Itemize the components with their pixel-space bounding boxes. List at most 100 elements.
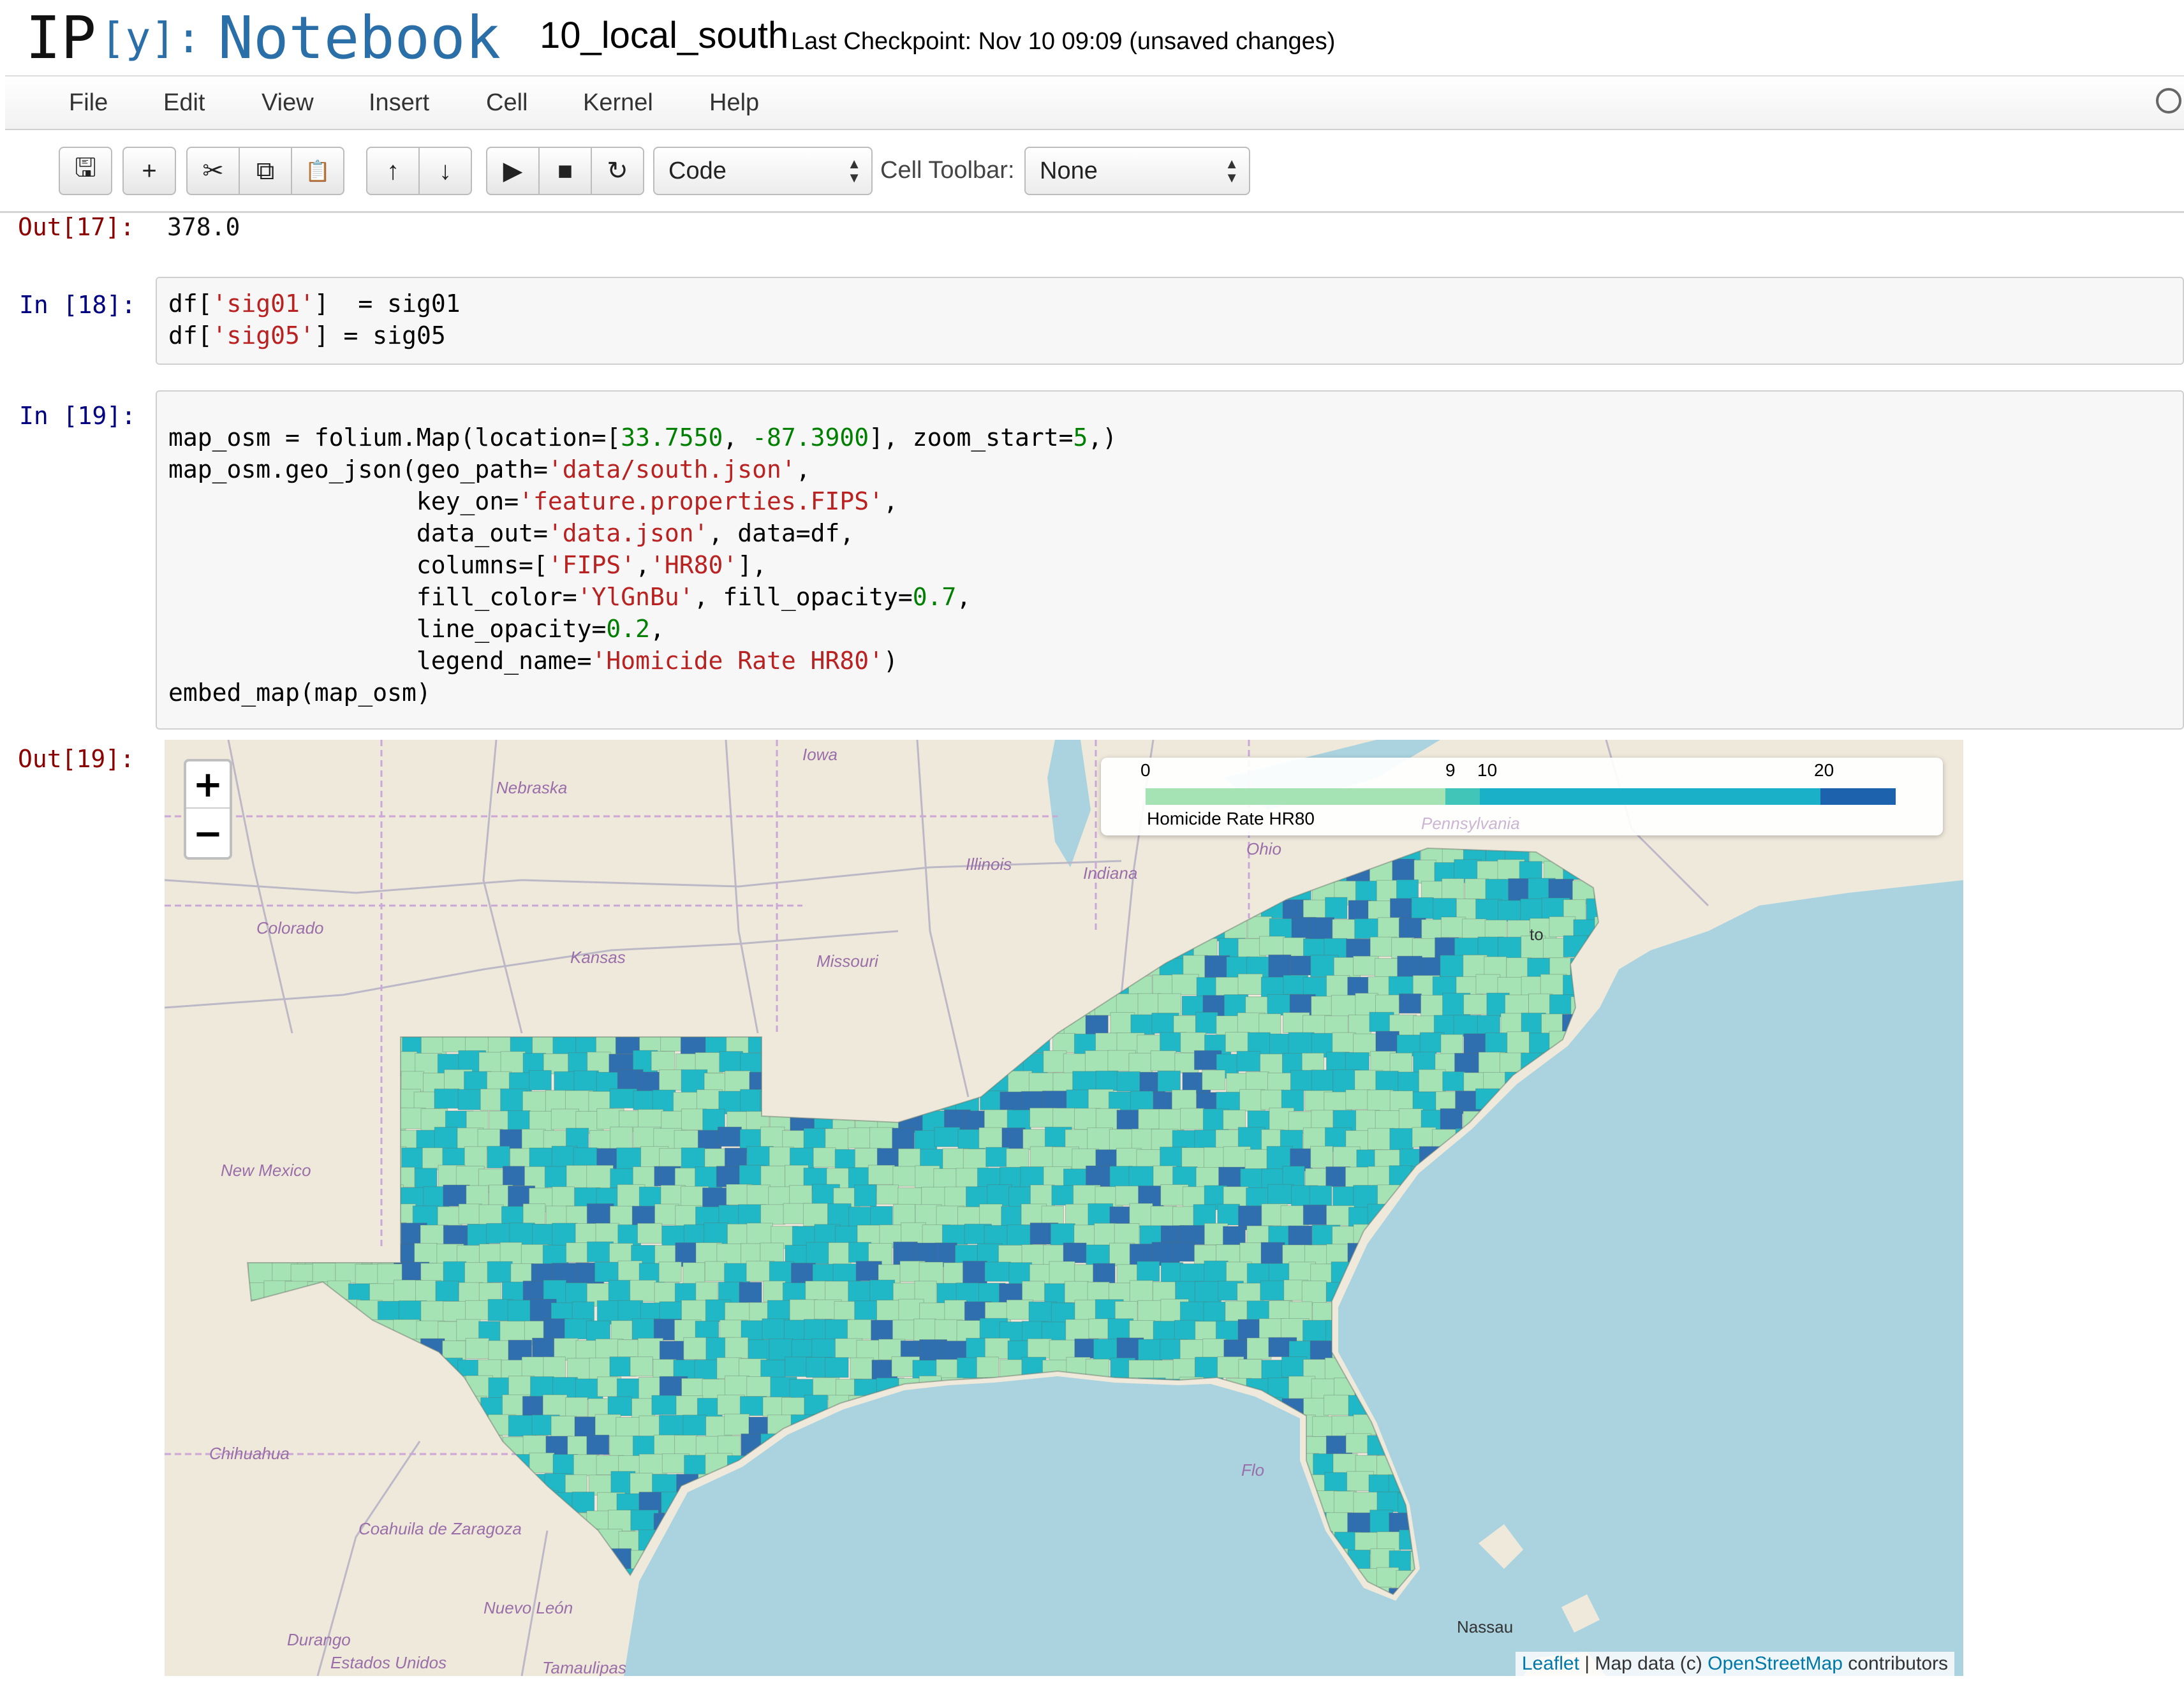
move-up-button[interactable]: ↑ — [366, 147, 420, 195]
county-shape — [1529, 1148, 1555, 1173]
zoom-out-button[interactable]: − — [193, 812, 223, 855]
county-shape — [1021, 1512, 1049, 1534]
county-shape — [1019, 1435, 1044, 1459]
county-shape — [529, 1452, 555, 1473]
county-shape — [877, 1416, 901, 1441]
county-shape — [477, 1128, 503, 1150]
county-shape — [919, 1261, 944, 1284]
county-shape — [1181, 1531, 1208, 1553]
logo-y: [y]: — [100, 13, 202, 62]
county-shape — [1507, 1147, 1536, 1170]
county-shape — [1550, 1339, 1574, 1364]
interrupt-button[interactable]: ■ — [538, 147, 592, 195]
place-label: to — [1530, 925, 1544, 944]
code-cell-19[interactable]: map_osm = folium.Map(location=[33.7550, … — [156, 390, 2184, 730]
county-shape — [1413, 860, 1436, 884]
county-shape — [543, 1356, 566, 1380]
county-shape — [1065, 1548, 1093, 1569]
osm-link[interactable]: OpenStreetMap — [1708, 1653, 1843, 1674]
county-shape — [1586, 1510, 1598, 1532]
county-shape — [1564, 1435, 1592, 1460]
county-shape — [933, 1395, 959, 1416]
county-shape — [1137, 1569, 1161, 1594]
county-shape — [1313, 1567, 1338, 1591]
county-shape — [1463, 1298, 1491, 1323]
county-shape — [509, 1223, 535, 1247]
county-shape — [1116, 1569, 1140, 1591]
code-line: key_on='feature.properties.FIPS', — [168, 487, 898, 515]
menu-insert[interactable]: Insert — [369, 89, 430, 116]
county-shape — [435, 1281, 459, 1302]
county-shape — [1108, 1473, 1135, 1494]
move-down-button[interactable]: ↓ — [418, 147, 472, 195]
county-shape — [1130, 1511, 1154, 1535]
menu-help[interactable]: Help — [709, 89, 760, 116]
copy-button[interactable]: ⧉ — [239, 147, 292, 195]
county-shape — [1088, 1586, 1116, 1594]
county-shape — [1419, 1494, 1445, 1515]
county-shape — [683, 1337, 711, 1360]
county-shape — [1289, 1570, 1316, 1594]
county-shape — [1399, 1263, 1428, 1287]
county-shape — [443, 1184, 470, 1207]
code-cell-18[interactable]: df['sig01'] = sig01 df['sig05'] = sig05 — [156, 277, 2184, 365]
county-shape — [1116, 1110, 1142, 1131]
cut-button[interactable]: ✂ — [186, 147, 240, 195]
county-shape — [1348, 1321, 1373, 1344]
county-shape — [956, 1320, 983, 1342]
menu-file[interactable]: File — [69, 89, 108, 116]
county-shape — [1346, 938, 1372, 960]
cell-type-select[interactable]: Code ▲ ▼ — [653, 147, 873, 195]
county-shape — [783, 1587, 811, 1594]
save-button[interactable]: 🖫 — [59, 147, 112, 195]
menu-view[interactable]: View — [262, 89, 314, 116]
leaflet-link[interactable]: Leaflet — [1521, 1653, 1579, 1674]
county-shape — [912, 1510, 941, 1535]
paste-button[interactable]: 📋 — [291, 147, 344, 195]
county-shape — [1368, 1319, 1394, 1343]
county-shape — [802, 1203, 829, 1227]
restart-button[interactable]: ↻ — [591, 147, 644, 195]
county-shape — [467, 1224, 490, 1246]
county-shape — [651, 1051, 675, 1071]
county-shape — [1260, 1280, 1288, 1301]
county-shape — [781, 1433, 809, 1456]
menu-kernel[interactable]: Kernel — [583, 89, 653, 116]
county-shape — [1153, 1165, 1177, 1189]
county-shape — [1432, 1166, 1455, 1189]
insert-cell-button[interactable]: + — [122, 147, 176, 195]
county-shape — [898, 1298, 924, 1323]
county-shape — [1461, 1339, 1489, 1362]
place-label: Estados Unidos — [330, 1653, 447, 1672]
county-shape — [1542, 937, 1568, 959]
county-shape — [1129, 1203, 1153, 1228]
choropleth-map[interactable]: + − 0 9 10 20 Homicide Rate HR80 Iowa Ne… — [165, 740, 1963, 1676]
county-shape — [1376, 1299, 1403, 1321]
county-shape — [1376, 1491, 1402, 1513]
county-shape — [1442, 1264, 1466, 1285]
cell-toolbar-select[interactable]: None ▲ ▼ — [1024, 147, 1250, 195]
county-shape — [1410, 1511, 1438, 1534]
county-shape — [847, 1127, 872, 1149]
county-shape — [1419, 1261, 1445, 1284]
county-shape — [717, 1512, 743, 1537]
ipython-logo[interactable]: IP [y]: Notebook — [26, 0, 501, 75]
code-line: map_osm.geo_json(geo_path='data/south.js… — [168, 455, 811, 483]
county-shape — [609, 1088, 638, 1109]
menu-cell[interactable]: Cell — [486, 89, 528, 116]
notebook-name[interactable]: 10_local_south — [540, 15, 789, 56]
county-shape — [1442, 878, 1465, 902]
county-shape — [1541, 1165, 1570, 1186]
run-button[interactable]: ▶ — [486, 147, 540, 195]
menu-edit[interactable]: Edit — [163, 89, 205, 116]
county-shape — [836, 1455, 859, 1476]
county-shape — [1195, 1511, 1221, 1534]
county-shape — [1237, 1127, 1265, 1150]
county-shape — [741, 1587, 767, 1594]
county-shape — [1346, 1282, 1373, 1303]
county-shape — [1022, 1474, 1049, 1497]
county-shape — [1550, 1531, 1575, 1555]
county-shape — [826, 1550, 850, 1573]
zoom-in-button[interactable]: + — [186, 761, 230, 809]
county-shape — [746, 1184, 771, 1207]
